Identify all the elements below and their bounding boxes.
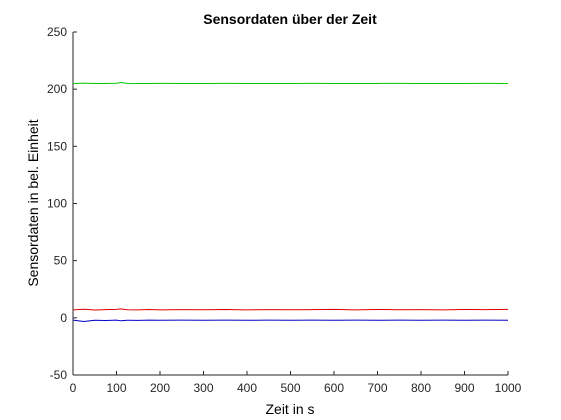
x-tick-label: 700	[367, 381, 387, 395]
x-tick-label: 600	[324, 381, 344, 395]
y-tick-label: -50	[50, 368, 68, 382]
y-axis-label: Sensordaten in bel. Einheit	[25, 119, 41, 286]
x-tick-label: 100	[106, 381, 126, 395]
chart-title: Sensordaten über der Zeit	[203, 11, 377, 27]
x-axis-label: Zeit in s	[265, 401, 314, 417]
x-tick-label: 0	[70, 381, 77, 395]
x-tick-label: 500	[280, 381, 300, 395]
series-line-2	[72, 308, 509, 311]
x-ticks: 0 100 200 300 400 500 600 700 800 900 1000	[70, 371, 522, 395]
y-ticks: -50 0 50 100 150 200 250	[47, 25, 77, 382]
y-tick-label: 50	[54, 254, 68, 268]
y-tick-label: 150	[47, 139, 67, 153]
y-tick-label: 250	[47, 25, 67, 39]
y-tick-label: 0	[60, 311, 67, 325]
y-tick-label: 100	[47, 197, 67, 211]
x-tick-label: 200	[150, 381, 170, 395]
y-tick-label: 200	[47, 82, 67, 96]
series-layer	[72, 82, 509, 322]
series-line-3	[72, 319, 509, 322]
series-line-1	[72, 82, 509, 85]
x-tick-label: 900	[454, 381, 474, 395]
x-tick-label: 1000	[495, 381, 522, 395]
x-tick-label: 800	[411, 381, 431, 395]
x-tick-label: 400	[237, 381, 257, 395]
x-tick-label: 300	[193, 381, 213, 395]
